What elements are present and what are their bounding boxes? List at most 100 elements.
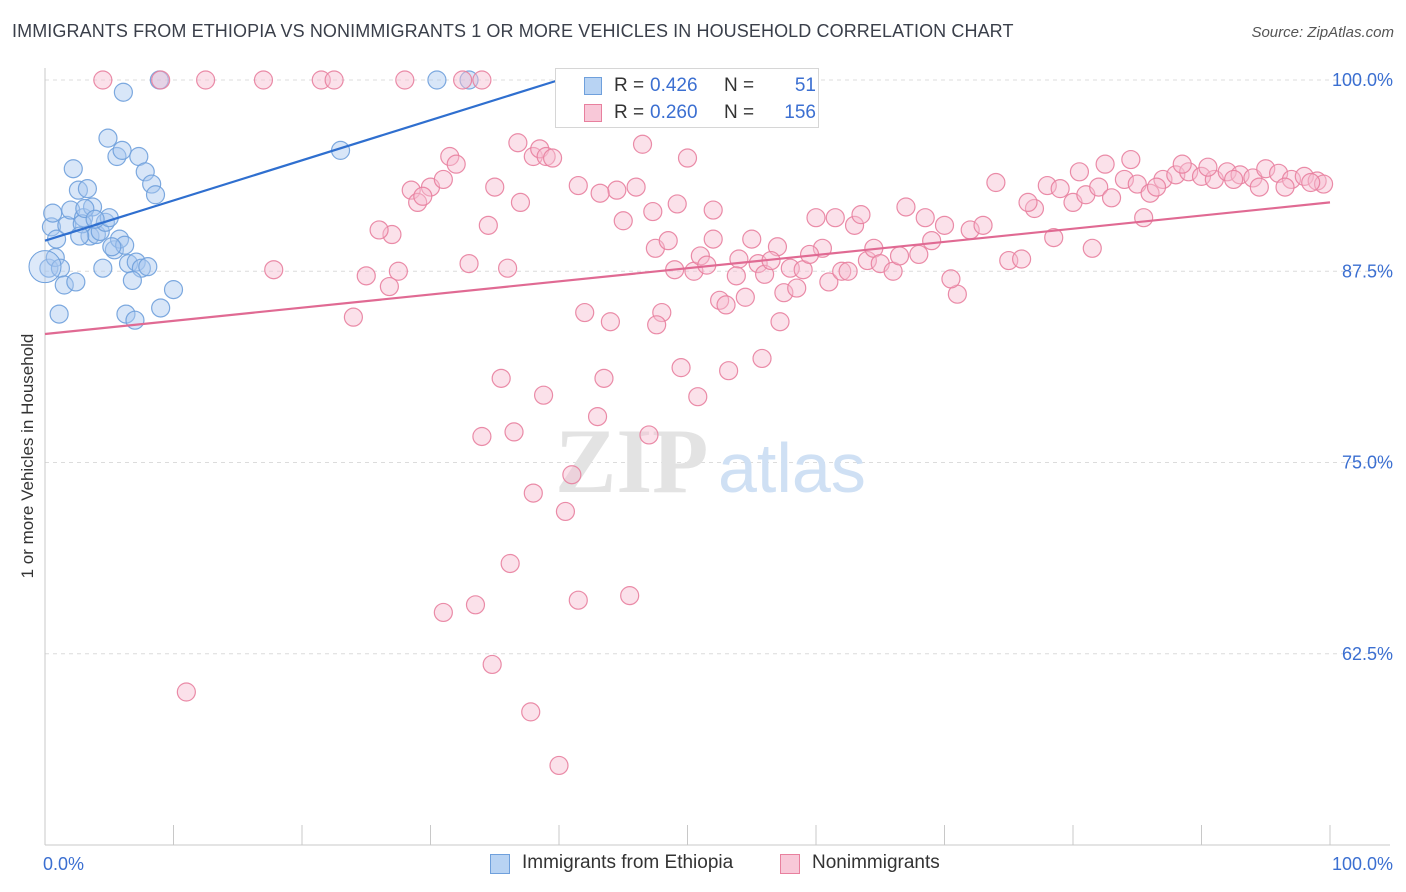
nonimmigrant-point xyxy=(1095,154,1115,174)
nonimmigrant-point xyxy=(510,192,531,212)
nonimmigrant-point xyxy=(729,249,749,269)
ethiopia-point xyxy=(107,146,127,167)
nonimmigrant-point xyxy=(523,483,543,503)
ethiopia-point xyxy=(138,257,158,277)
nonimmigrant-point xyxy=(533,385,554,405)
nonimmigrant-point xyxy=(726,266,746,286)
nonimmigrant-point xyxy=(433,169,453,190)
ethiopia-point xyxy=(93,258,113,278)
nonimmigrants-swatch xyxy=(584,104,602,122)
nonimmigrant-trend-line xyxy=(44,201,1331,336)
nonimmigrant-point xyxy=(401,180,421,200)
nonimmigrant-point xyxy=(915,208,935,228)
nonimmigrant-point xyxy=(453,70,473,90)
nonimmigrant-point xyxy=(774,283,794,303)
n-label: N = xyxy=(724,75,755,96)
r-value: 0.260 xyxy=(650,102,698,123)
nonimmigrant-point xyxy=(941,269,961,289)
nonimmigrant-point xyxy=(587,407,608,427)
nonimmigrant-point xyxy=(369,220,389,240)
ethiopia-point xyxy=(39,258,59,278)
ethiopia-point xyxy=(49,304,69,324)
y-tick-label: 100.0% xyxy=(1332,70,1393,90)
nonimmigrant-point xyxy=(770,312,790,332)
y-tick-label: 62.5% xyxy=(1342,644,1393,664)
nonimmigrant-point xyxy=(594,368,614,388)
nonimmigrant-point xyxy=(716,295,736,315)
n-value: 156 xyxy=(784,102,816,123)
nonimmigrant-point xyxy=(787,278,807,298)
nonimmigrant-point xyxy=(264,260,284,280)
nonimmigrant-point xyxy=(986,172,1006,193)
y-axis-label: 1 or more Vehicles in Household xyxy=(18,333,37,579)
nonimmigrant-point xyxy=(485,177,505,197)
nonimmigrant-point xyxy=(934,215,955,235)
nonimmigrant-point xyxy=(1011,249,1032,269)
y-tick-label: 87.5% xyxy=(1342,261,1393,281)
nonimmigrant-point xyxy=(1050,179,1070,199)
nonimmigrant-point xyxy=(832,261,852,281)
nonimmigrant-point xyxy=(568,175,588,196)
nonimmigrant-point xyxy=(677,148,698,168)
ethiopia-point xyxy=(66,272,86,292)
nonimmigrant-point xyxy=(1198,157,1218,177)
nonimmigrant-point xyxy=(1089,177,1109,197)
nonimmigrant-point xyxy=(575,302,595,323)
nonimmigrant-point xyxy=(620,586,640,606)
nonimmigrants-legend-swatch xyxy=(780,854,800,874)
nonimmigrant-point xyxy=(1114,169,1135,190)
nonimmigrant-point xyxy=(491,368,511,388)
nonimmigrant-point xyxy=(626,177,646,197)
nonimmigrant-point xyxy=(465,595,486,615)
nonimmigrant-point xyxy=(1153,169,1173,190)
ethiopia-point xyxy=(135,162,155,182)
nonimmigrant-point xyxy=(851,205,871,225)
ethiopia-point xyxy=(104,240,124,260)
nonimmigrants-legend-label: Nonimmigrants xyxy=(812,852,940,873)
ethiopia-point xyxy=(126,252,146,272)
nonimmigrant-point xyxy=(1018,192,1038,212)
nonimmigrant-point xyxy=(1275,177,1295,197)
nonimmigrant-point xyxy=(688,387,708,407)
nonimmigrant-point xyxy=(735,287,755,307)
nonimmigrant-point xyxy=(549,755,569,776)
watermark-atlas: atlas xyxy=(718,429,866,507)
nonimmigrant-point xyxy=(1101,188,1122,208)
nonimmigrant-point xyxy=(536,146,556,167)
r-label: R = xyxy=(614,75,645,96)
ethiopia-trend-line xyxy=(44,78,560,242)
ethiopia-legend-label: Immigrants from Ethiopia xyxy=(522,852,734,873)
nonimmigrant-point xyxy=(819,272,839,292)
nonimmigrant-point xyxy=(844,215,865,235)
nonimmigrant-point xyxy=(413,186,433,206)
nonimmigrant-point xyxy=(607,180,627,200)
nonimmigrant-point xyxy=(1134,208,1154,228)
nonimmigrant-point xyxy=(838,261,858,281)
nonimmigrant-point xyxy=(639,425,659,445)
ethiopia-point xyxy=(109,229,130,249)
watermark-zip: ZIP xyxy=(555,410,708,512)
nonimmigrant-point xyxy=(176,682,196,702)
ethiopia-point xyxy=(122,270,142,291)
nonimmigrant-point xyxy=(647,315,667,335)
ethiopia-legend-swatch xyxy=(490,854,510,874)
stats-legend: R = 0.426 N = 51 R = 0.260 N = 156 xyxy=(555,68,819,128)
n-label: N = xyxy=(724,102,755,123)
ethiopia-point xyxy=(142,174,162,194)
nonimmigrant-point xyxy=(825,208,845,228)
nonimmigrant-point xyxy=(555,501,576,522)
nonimmigrant-point xyxy=(93,70,113,90)
nonimmigrant-point xyxy=(562,465,582,485)
n-value: 51 xyxy=(794,75,816,96)
nonimmigrant-point xyxy=(382,224,402,245)
nonimmigrant-point xyxy=(504,422,524,442)
nonimmigrant-point xyxy=(667,194,687,214)
nonimmigrant-point xyxy=(388,261,408,281)
ethiopia-point xyxy=(54,275,74,295)
nonimmigrant-point xyxy=(703,200,723,220)
nonimmigrant-point xyxy=(253,70,274,90)
nonimmigrant-point xyxy=(459,254,479,274)
r-value: 0.426 xyxy=(650,75,698,96)
ethiopia-swatch xyxy=(584,77,602,95)
nonimmigrant-point xyxy=(472,70,492,90)
